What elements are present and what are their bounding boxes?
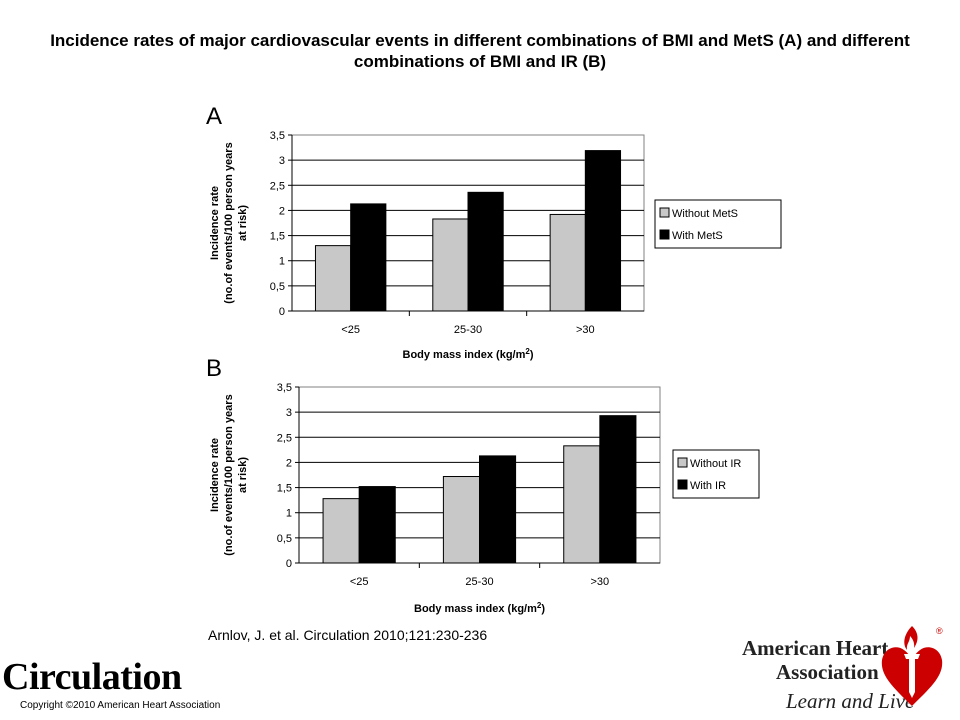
panel-a-chart: A 0 0,5 1 1,5 2 2,5 3 3,5 <25 25-30 >30 Body mass in… — [206, 103, 782, 361]
y-tick-label: 3,5 — [277, 382, 292, 394]
legend-label-1: With MetS — [672, 230, 723, 242]
y-tick-label: 1 — [279, 256, 285, 268]
y-tick-label: 3 — [286, 407, 292, 419]
y-tick-label: 0 — [279, 306, 285, 318]
x-axis-label-end: ) — [530, 349, 534, 361]
y-axis-label-line2: (no.of events/100 person years — [223, 142, 235, 303]
panel-letter: B — [206, 355, 222, 382]
x-axis-label-main: Body mass index (kg/m — [403, 349, 526, 361]
panel-letter: A — [206, 103, 222, 130]
y-tick-label: 1 — [286, 508, 292, 520]
bar-with-0 — [358, 486, 396, 564]
y-tick-label: 1,5 — [277, 483, 292, 495]
x-tick-label: <25 — [341, 324, 360, 336]
bar-with-0 — [350, 203, 387, 312]
y-tick-label: 3 — [279, 155, 285, 167]
y-tick-label: 2 — [279, 205, 285, 217]
bar-with-1 — [467, 191, 504, 312]
bar-without-0 — [314, 245, 352, 312]
y-tick-label: 1,5 — [270, 231, 285, 243]
legend-swatch-0 — [677, 457, 688, 468]
registered-mark: ® — [936, 626, 943, 636]
x-axis-label-main: Body mass index (kg/m — [414, 603, 537, 615]
y-tick-label: 0,5 — [277, 533, 292, 545]
bar-without-1 — [442, 476, 480, 564]
legend-label-1: With IR — [690, 480, 726, 492]
legend-box — [654, 199, 782, 249]
legend-swatch-1 — [659, 229, 670, 240]
legend-label-0: Without IR — [690, 458, 741, 470]
bar-without-0 — [322, 498, 360, 564]
citation: Arnlov, J. et al. Circulation 2010;121:2… — [208, 627, 488, 643]
bar-without-1 — [432, 218, 469, 312]
legend-label-0: Without MetS — [672, 208, 738, 220]
x-axis-label: Body mass index (kg/m2) — [403, 347, 534, 361]
y-tick-label: 3,5 — [270, 130, 285, 142]
copyright: Copyright ©2010 American Heart Associati… — [20, 700, 221, 711]
bar-with-2 — [584, 150, 622, 312]
bar-without-2 — [563, 445, 601, 564]
y-axis-label: Incidence rate (no.of events/100 person y… — [209, 394, 249, 555]
panel-b-chart: B 0 0,5 1 1,5 2 2,5 3 3,5 <25 25-30 >30 Body mass in… — [206, 355, 760, 615]
slide-title: Incidence rates of major cardiovascular … — [50, 31, 910, 71]
y-tick-label: 0,5 — [270, 281, 285, 293]
x-tick-label: >30 — [590, 576, 609, 588]
y-tick-label: 2,5 — [277, 432, 292, 444]
bar-without-2 — [549, 213, 586, 312]
x-axis-label-sup: 2 — [525, 347, 530, 356]
aha-heart-torch-icon: ® — [881, 626, 943, 706]
y-tick-label: 2 — [286, 457, 292, 469]
x-tick-label: >30 — [576, 324, 595, 336]
y-tick-label: 0 — [286, 558, 292, 570]
x-tick-label: 25-30 — [465, 576, 493, 588]
y-axis-label-line2: (no.of events/100 person years — [223, 394, 235, 555]
y-axis-label-line3: at risk) — [237, 205, 249, 241]
bar-with-1 — [479, 455, 517, 564]
x-tick-label: 25-30 — [454, 324, 482, 336]
x-axis-label: Body mass index (kg/m2) — [414, 601, 545, 615]
y-axis-label-line1: Incidence rate — [209, 186, 221, 260]
aha-name-line2: Association — [776, 660, 879, 684]
x-tick-label: <25 — [350, 576, 369, 588]
x-axis-label-end: ) — [541, 603, 545, 615]
aha-name-line1: American Heart — [742, 636, 889, 660]
legend-swatch-1 — [677, 479, 688, 490]
y-tick-label: 2,5 — [270, 180, 285, 192]
aha-slogan: Learn and Live — [786, 689, 915, 713]
y-axis-label: Incidence rate (no.of events/100 person y… — [209, 142, 249, 303]
journal-name: Circulation — [2, 656, 182, 698]
bar-with-2 — [599, 415, 637, 564]
y-axis-label-line1: Incidence rate — [209, 438, 221, 512]
legend-swatch-0 — [659, 207, 670, 218]
x-axis-label-sup: 2 — [537, 601, 542, 610]
y-axis-label-line3: at risk) — [237, 457, 249, 493]
